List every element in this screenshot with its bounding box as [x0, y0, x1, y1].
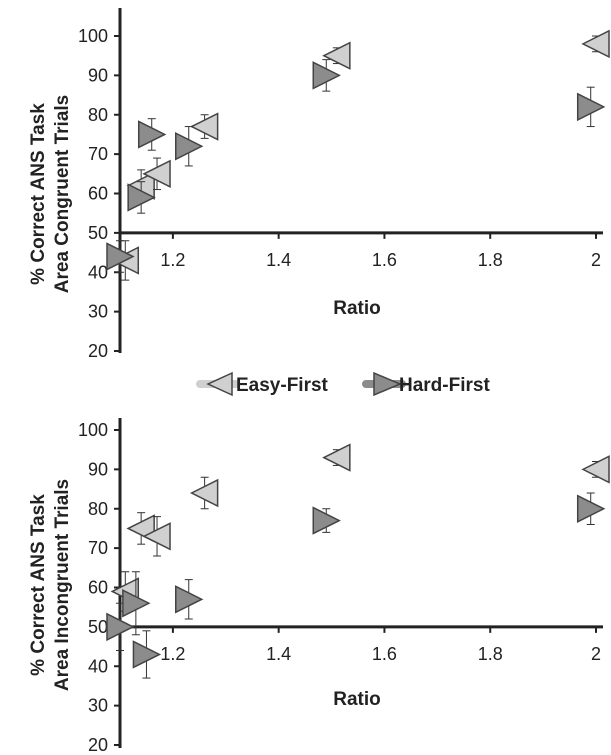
x-tick-label: 1.4: [266, 644, 291, 664]
x-tick-label: 1.8: [478, 644, 503, 664]
x-tick-label: 1.6: [372, 644, 397, 664]
y-tick-label: 30: [88, 302, 108, 322]
easy-first-point: [142, 159, 171, 189]
y-tick-label: 80: [88, 105, 108, 125]
legend-marker-hard-first: [373, 371, 402, 397]
y-tick-label: 70: [88, 538, 108, 558]
hard-first-point: [122, 589, 151, 618]
y-tick-label: 50: [88, 617, 108, 637]
hard-first-point: [312, 61, 341, 90]
x-tick-label: 1.2: [160, 644, 185, 664]
x-tick-label: 1.2: [160, 250, 185, 270]
legend: Easy-First Hard-First: [196, 371, 490, 397]
chart-area-congruent: % Correct ANS Task Area Congruent Trials…: [28, 8, 610, 361]
hard-first-point: [127, 183, 156, 212]
chart-area-incongruent: % Correct ANS Task Area Incongruent Tria…: [28, 418, 610, 755]
easy-first-point: [322, 41, 351, 70]
y-tick-label: 70: [88, 144, 108, 164]
hard-first-point: [106, 242, 135, 271]
legend-label-easy-first: Easy-First: [236, 375, 329, 396]
y-axis-label-line1: % Correct ANS Task: [28, 103, 49, 285]
y-tick-label: 90: [88, 65, 108, 85]
y-tick-label: 100: [78, 26, 108, 46]
legend-marker-easy-first: [206, 371, 233, 397]
easy-first-point: [189, 478, 219, 508]
x-tick-label: 1.6: [372, 250, 397, 270]
x-tick-label: 2: [591, 250, 601, 270]
easy-first-point: [322, 443, 351, 472]
x-axis-label: Ratio: [333, 689, 381, 710]
hard-first-point: [312, 506, 341, 535]
hard-first-point: [106, 612, 135, 642]
y-tick-label: 60: [88, 184, 108, 204]
hard-first-point: [137, 120, 167, 149]
legend-label-hard-first: Hard-First: [399, 375, 490, 396]
y-tick-label: 60: [88, 578, 108, 598]
y-tick-label: 20: [88, 735, 108, 755]
y-tick-label: 30: [88, 696, 108, 716]
hard-first-point: [576, 494, 606, 523]
y-axis-label-line2: Area Congruent Trials: [52, 95, 73, 294]
hard-first-point: [175, 132, 204, 161]
easy-first-point: [142, 522, 171, 551]
y-tick-label: 50: [88, 223, 108, 243]
y-tick-label: 40: [88, 656, 108, 676]
y-axis-label-line1: % Correct ANS Task: [28, 494, 49, 676]
easy-first-point: [189, 112, 219, 141]
y-axis-label-line2: Area Incongruent Trials: [52, 479, 73, 691]
x-tick-label: 2: [591, 644, 601, 664]
x-tick-label: 1.8: [478, 250, 503, 270]
y-tick-label: 100: [78, 420, 108, 440]
hard-first-point: [132, 640, 162, 669]
easy-first-point: [581, 455, 610, 484]
y-tick-label: 20: [88, 341, 108, 361]
y-tick-label: 40: [88, 262, 108, 282]
y-tick-label: 90: [88, 459, 108, 479]
hard-first-point: [576, 92, 606, 122]
x-tick-label: 1.4: [266, 250, 291, 270]
hard-first-point: [175, 585, 204, 614]
y-tick-label: 80: [88, 499, 108, 519]
x-axis-label: Ratio: [333, 298, 381, 319]
easy-first-point: [581, 29, 610, 59]
